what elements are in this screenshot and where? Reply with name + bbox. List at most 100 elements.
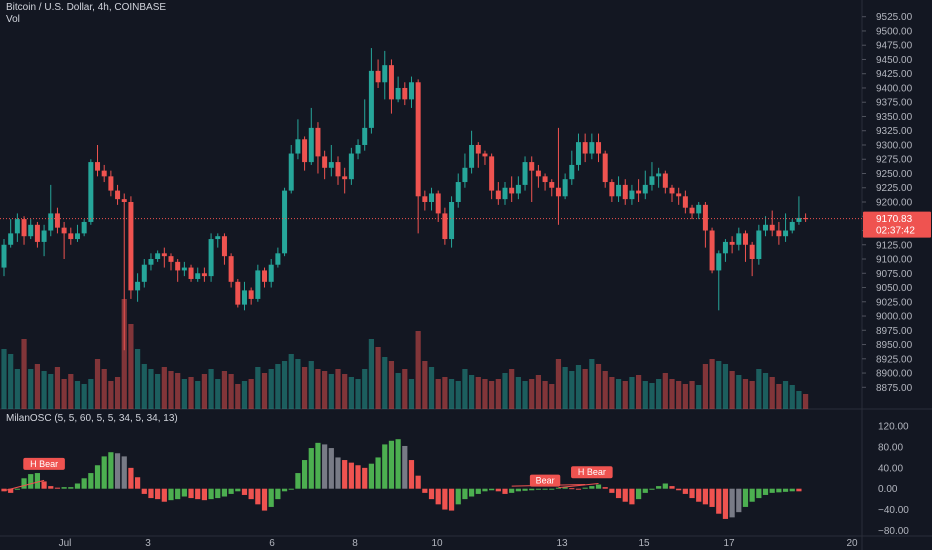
volume-bar: [709, 359, 715, 409]
divergence-marker-label: H Bear: [578, 467, 606, 477]
volume-bar: [629, 377, 635, 409]
candle-body: [783, 230, 789, 237]
candle-body: [602, 153, 608, 183]
volume-bar: [135, 349, 141, 409]
volume-bar: [442, 377, 448, 409]
candle-body: [74, 233, 80, 240]
candle-body: [368, 70, 374, 128]
candle-body: [402, 87, 408, 100]
volume-bar: [602, 371, 608, 409]
volume-bar: [28, 369, 34, 409]
price-tick-label: 9500.00: [876, 26, 913, 37]
oscillator-bar: [382, 444, 388, 489]
candle-body: [729, 241, 735, 245]
candle-body: [515, 184, 521, 194]
oscillator-bar: [235, 488, 241, 492]
volume-bar: [74, 381, 81, 409]
candle-body: [101, 170, 107, 177]
volume-bar: [388, 361, 395, 409]
volume-bar: [121, 299, 127, 409]
oscillator-bar: [502, 488, 508, 494]
candle-body: [502, 187, 508, 200]
candle-body: [61, 227, 67, 234]
oscillator-bar: [21, 478, 27, 489]
candle-body: [789, 221, 795, 231]
oscillator-bar: [108, 452, 114, 489]
candle-body: [575, 142, 581, 165]
price-tick-label: 9225.00: [876, 183, 913, 194]
candle-body: [408, 82, 414, 100]
volume-bar: [702, 364, 708, 409]
volume-bar: [215, 379, 221, 409]
oscillator-bar: [288, 488, 294, 490]
oscillator-bar: [375, 457, 381, 489]
price-tick-label: 8950.00: [876, 340, 913, 351]
candle-body: [208, 239, 214, 277]
oscillator-bar: [709, 488, 715, 507]
volume-bar: [34, 364, 40, 409]
candle-body: [1, 244, 7, 268]
candle-body: [656, 173, 662, 177]
candle-body: [181, 267, 187, 271]
candle-body: [21, 219, 27, 237]
candle-body: [355, 144, 361, 154]
volume-bar: [469, 375, 475, 409]
volume-bar: [114, 377, 121, 409]
divergence-marker-label: H Bear: [30, 459, 58, 469]
oscillator-axis-label: 40.00: [878, 463, 903, 474]
volume-bar: [241, 381, 248, 409]
volume-bar: [235, 384, 241, 409]
volume-bar: [355, 379, 361, 409]
volume-bar: [268, 369, 274, 409]
oscillator-bar: [408, 460, 415, 489]
volume-bar: [228, 374, 234, 409]
oscillator-bar: [475, 488, 481, 494]
candle-body: [582, 142, 588, 154]
oscillator-bar: [268, 488, 274, 507]
volume-bar: [335, 369, 341, 409]
candle-body: [375, 70, 381, 83]
oscillator-bar: [94, 465, 101, 489]
volume-bar: [589, 359, 595, 409]
volume-bar: [662, 373, 668, 409]
oscillator-bar: [181, 488, 187, 497]
oscillator-bar: [782, 488, 789, 492]
volume-bar: [789, 385, 795, 409]
candle-body: [662, 173, 668, 188]
volume-bar: [21, 339, 27, 409]
candle-body: [262, 270, 268, 282]
oscillator-bar: [328, 448, 334, 489]
volume-bar: [475, 377, 481, 409]
oscillator-bar: [622, 488, 628, 502]
candle-body: [395, 87, 401, 100]
divergence-marker: [23, 457, 65, 470]
oscillator-bar: [322, 444, 328, 489]
volume-bar: [535, 375, 541, 409]
candle-body: [195, 273, 201, 279]
candle-body: [549, 182, 555, 188]
price-tick-label: 9000.00: [876, 312, 913, 323]
oscillator-axis-label: 0.00: [878, 484, 898, 495]
candle-body: [235, 281, 241, 305]
candle-body: [529, 162, 535, 171]
oscillator-bar: [656, 486, 662, 489]
candle-body: [335, 162, 341, 177]
oscillator-bar: [215, 488, 221, 499]
volume-bar: [61, 379, 67, 409]
oscillator-bar: [255, 488, 261, 505]
candle-body: [435, 193, 441, 214]
oscillator-title: MilanOSC (5, 5, 60, 5, 5, 34, 5, 34, 13): [6, 413, 178, 424]
volume-bar: [582, 369, 588, 409]
price-tick-label: 9200.00: [876, 198, 913, 209]
candle-body: [14, 219, 20, 234]
oscillator-bar: [335, 457, 341, 489]
volume-bar: [248, 379, 254, 409]
volume-bar: [448, 379, 455, 409]
oscillator-bar: [141, 488, 147, 494]
candle-body: [342, 176, 348, 180]
oscillator-bar: [615, 488, 622, 499]
oscillator-bar: [776, 488, 782, 493]
candle-body: [155, 253, 161, 260]
volume-label: Vol: [6, 14, 20, 25]
